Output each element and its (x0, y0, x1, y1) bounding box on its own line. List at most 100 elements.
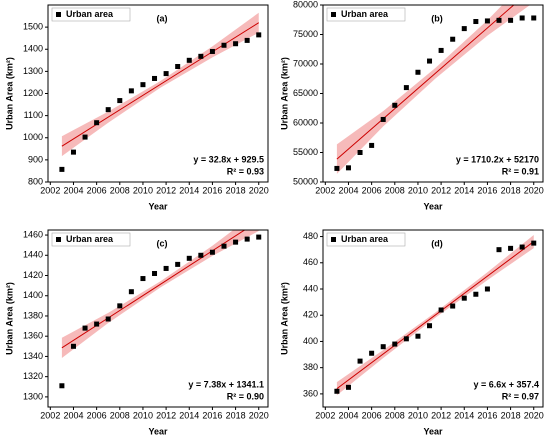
point (70, 343, 76, 349)
y-tick-label: 1360 (23, 331, 43, 341)
point (94, 321, 100, 327)
point (484, 18, 490, 24)
x-tick-label: 2018 (226, 185, 246, 195)
point (244, 236, 250, 242)
point (531, 15, 537, 21)
y-axis-label: Urban Area (km²) (279, 282, 289, 355)
point (117, 98, 123, 104)
annotation: R² = 0.90 (227, 391, 264, 401)
x-tick-label: 2016 (477, 185, 497, 195)
y-tick-label: 1500 (23, 22, 43, 32)
point (357, 358, 363, 364)
y-tick-label: 1100 (24, 110, 43, 120)
point (334, 388, 340, 394)
x-tick-label: 2002 (315, 410, 335, 420)
point (496, 17, 502, 23)
legend-marker (331, 12, 336, 17)
point (186, 255, 192, 261)
y-tick-label: 380 (303, 362, 318, 372)
fit-line (61, 22, 260, 147)
y-tick-label: 440 (303, 283, 318, 293)
y-axis-label: Urban Area (km²) (4, 282, 14, 355)
panel-label: (a) (157, 13, 168, 23)
x-tick-label: 2014 (454, 410, 474, 420)
x-tick-label: 2006 (362, 185, 382, 195)
point (233, 239, 239, 245)
x-tick-label: 2004 (63, 410, 83, 420)
point (152, 75, 158, 81)
x-tick-label: 2004 (338, 185, 358, 195)
point (70, 149, 76, 155)
plot (61, 230, 259, 358)
point (105, 316, 111, 322)
point (175, 64, 181, 70)
point (94, 120, 100, 126)
point (140, 276, 146, 282)
point (244, 37, 250, 43)
x-tick-label: 2018 (501, 410, 521, 420)
annotation: y = 6.6x + 357.4 (473, 379, 539, 389)
y-tick-label: 1380 (23, 310, 43, 320)
point (163, 265, 169, 271)
point (450, 36, 456, 42)
x-tick-label: 2020 (524, 410, 544, 420)
point (128, 88, 134, 94)
x-tick-label: 2020 (249, 410, 269, 420)
point (152, 270, 158, 276)
legend-marker (56, 237, 61, 242)
fit-line (336, 5, 515, 160)
point (415, 69, 421, 75)
y-tick-label: 70000 (293, 58, 318, 68)
point (105, 107, 111, 113)
point (519, 15, 525, 21)
point (209, 48, 215, 54)
x-tick-label: 2004 (63, 185, 83, 195)
x-tick-label: 2010 (408, 410, 428, 420)
y-tick-label: 1460 (23, 229, 43, 239)
y-tick-label: 1300 (23, 66, 43, 76)
y-tick-label: 360 (303, 388, 318, 398)
point (345, 384, 351, 390)
x-tick-label: 2008 (110, 410, 130, 420)
point (175, 261, 181, 267)
confidence-band (336, 5, 531, 174)
x-tick-label: 2016 (477, 410, 497, 420)
x-tick-label: 2012 (431, 185, 451, 195)
y-axis-label: Urban Area (km²) (279, 57, 289, 130)
y-tick-label: 800 (28, 176, 43, 186)
point (392, 102, 398, 108)
point (198, 53, 204, 59)
x-tick-label: 2014 (179, 410, 199, 420)
y-tick-label: 1320 (23, 371, 43, 381)
legend-marker (331, 237, 336, 242)
y-tick-label: 460 (303, 257, 318, 267)
point (461, 26, 467, 32)
point (357, 150, 363, 155)
x-tick-label: 2006 (87, 185, 107, 195)
y-tick-label: 1400 (23, 290, 43, 300)
point (473, 291, 479, 297)
annotation: R² = 0.91 (502, 166, 539, 176)
point (508, 245, 514, 251)
plot (61, 12, 260, 157)
x-axis-label: Year (423, 426, 443, 436)
legend-label: Urban area (341, 234, 389, 244)
legend-box (51, 232, 131, 247)
point (117, 303, 123, 309)
x-tick-label: 2012 (156, 410, 176, 420)
point (450, 303, 456, 309)
x-tick-label: 2006 (87, 410, 107, 420)
panel-label: (d) (431, 238, 443, 248)
legend-box (326, 7, 406, 22)
y-tick-label: 75000 (293, 29, 318, 39)
point (82, 134, 88, 140)
panel-label: (c) (157, 238, 168, 248)
x-axis-label: Year (148, 201, 168, 211)
x-tick-label: 2014 (454, 185, 474, 195)
point (221, 243, 227, 249)
y-tick-label: 1440 (23, 250, 43, 260)
point (496, 247, 502, 253)
